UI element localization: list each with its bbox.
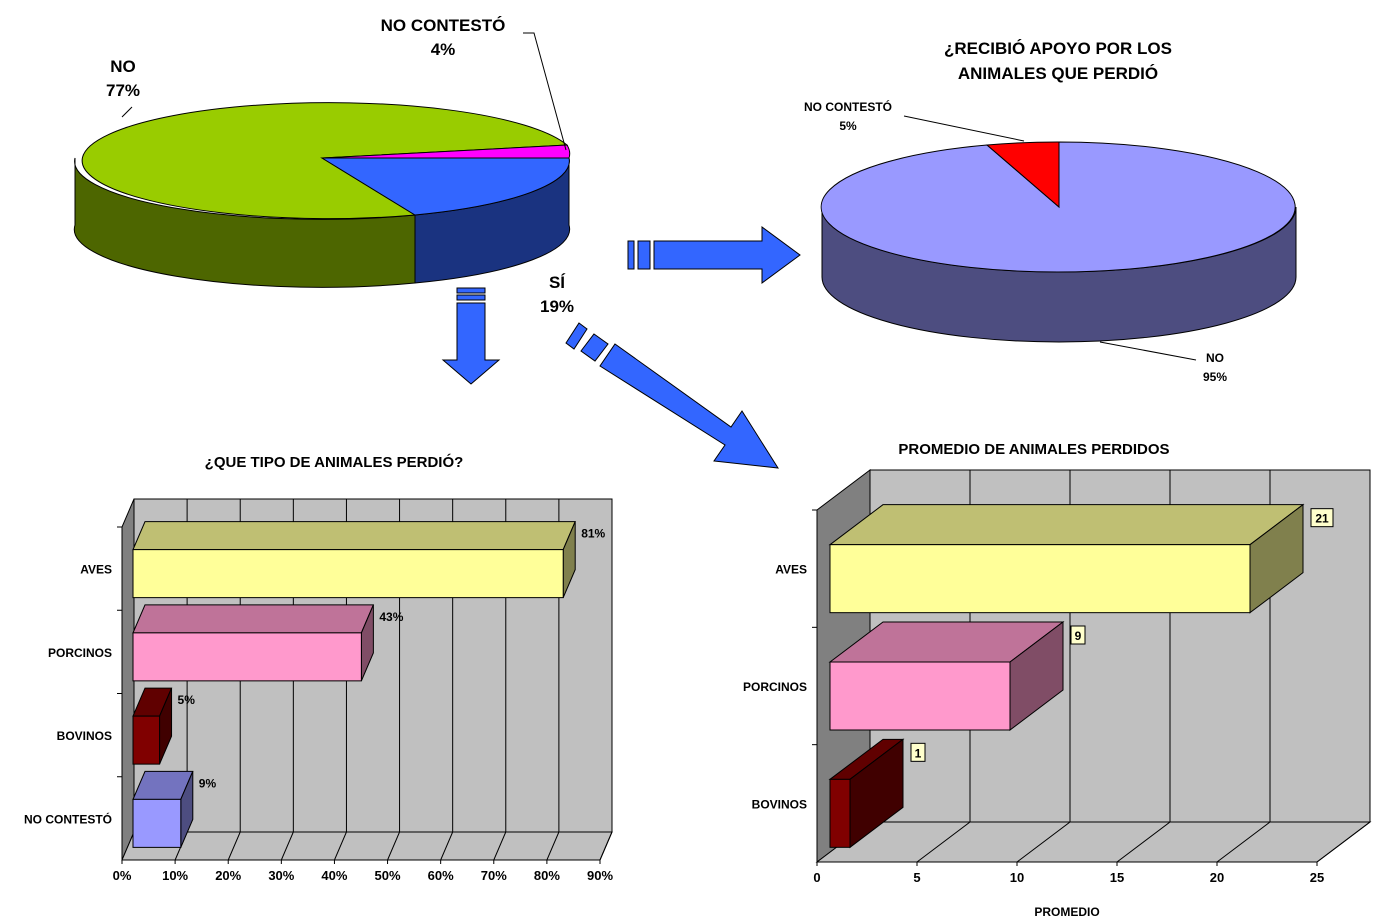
bar2-bar-front [829, 544, 1251, 614]
bar1-bar: 9% [132, 770, 217, 848]
leader-line-no-apoyo [1099, 341, 1197, 361]
bar1-value-label: 5% [178, 693, 196, 707]
bar1-y-axis: AVES PORCINOS BOVINOS NO CONTESTÓ [24, 526, 123, 860]
pie1-label-no-contesto: NO CONTESTÓ [381, 16, 506, 35]
bar2-bar-front [829, 778, 851, 848]
bar1-gridline [387, 499, 401, 861]
bar2-xlabel: PROMEDIO [1034, 905, 1099, 919]
bar-chart-tipo: ¿QUE TIPO DE ANIMALES PERDIÓ? 81% 43% 5% 9%… [24, 453, 613, 883]
bar1-bar-front [132, 715, 161, 765]
bar-chart-promedio: PROMEDIO DE ANIMALES PERDIDOS 21 9 1 0 5 10 1… [743, 441, 1372, 919]
bar1-x-tick-label: 40% [321, 868, 347, 883]
bar1-gridline [546, 499, 560, 861]
bar2-x-tick-label: 25 [1310, 870, 1324, 885]
leader-line-no-contesto [523, 32, 567, 151]
pie1-value-no: 77% [106, 81, 140, 100]
pie-chart-apoyo: ¿RECIBIÓ APOYO POR LOS ANIMALES QUE PERD… [804, 39, 1297, 384]
bar1-bar: 81% [132, 521, 606, 599]
bar2-bar-front [829, 661, 1011, 731]
bar1-x-tick-label: 50% [375, 868, 401, 883]
bar2-x-tick-label: 10 [1010, 870, 1024, 885]
flow-arrows [441, 226, 801, 469]
bar1-category-label: AVES [80, 563, 112, 577]
pie2-title-line1: ¿RECIBIÓ APOYO POR LOS [944, 39, 1172, 58]
bar2-value-label: 1 [915, 746, 922, 760]
bar2-value-label: 9 [1075, 629, 1082, 643]
bar1-bar-front [132, 798, 182, 848]
bar2-title: PROMEDIO DE ANIMALES PERDIDOS [898, 441, 1169, 458]
bar2-value-label-box [910, 742, 926, 762]
bar1-gridline [493, 499, 507, 861]
pie-slice-no-contesto-apoyo [985, 141, 1060, 209]
pie2-title-line2: ANIMALES QUE PERDIÓ [958, 64, 1158, 83]
bar1-x-axis: 0% 10% 20% 30% 40% 50% 60% 70% 80% 90% [113, 860, 613, 883]
bar1-bar: 43% [132, 604, 404, 682]
pie-chart-main: NO 77% NO CONTESTÓ 4% SÍ 19% [73, 16, 574, 316]
bar1-gridline [440, 499, 454, 861]
bar2-bar: 9 [828, 620, 1086, 732]
bar2-bars: 21 9 1 [828, 503, 1334, 849]
arrow-down [441, 287, 501, 385]
bar1-bar-front [132, 549, 564, 599]
pie1-label-no: NO [110, 57, 136, 76]
arrow-diagonal [565, 322, 779, 469]
bar1-bar-front [132, 632, 362, 682]
bar2-x-tick-label: 5 [913, 870, 920, 885]
bar2-value-label-box [1310, 508, 1334, 528]
bar2-category-label: BOVINOS [752, 797, 807, 811]
pie-slice-no [81, 102, 569, 220]
bar1-value-label: 81% [581, 527, 605, 541]
bar1-x-tick-label: 90% [587, 868, 613, 883]
bar1-x-tick-label: 0% [113, 868, 132, 883]
bar1-bar-top [132, 604, 375, 634]
bar1-bars: 81% 43% 5% 9% [132, 521, 606, 848]
pie1-label-si: SÍ [549, 273, 566, 292]
bar2-x-tick-label: 20 [1210, 870, 1224, 885]
bar1-x-tick-label: 20% [215, 868, 241, 883]
bar1-bar-top [132, 521, 576, 551]
bar1-value-label: 43% [379, 610, 403, 624]
pie2-value-no-contesto: 5% [839, 119, 857, 133]
bar1-category-label: BOVINOS [57, 729, 112, 743]
bar1-x-tick-label: 60% [428, 868, 454, 883]
bar1-gridline [599, 499, 613, 861]
pie-slice-no-contesto [321, 144, 571, 159]
bar2-value-label: 21 [1315, 512, 1329, 526]
bar2-category-label: PORCINOS [743, 680, 807, 694]
pie1-value-no-contesto: 4% [431, 40, 456, 59]
pie-slice-no-apoyo [820, 141, 1296, 273]
bar1-x-tick-label: 70% [481, 868, 507, 883]
bar2-value-label-box [1070, 625, 1086, 645]
bar1-side-wall [121, 498, 135, 861]
pie1-value-si: 19% [540, 297, 574, 316]
arrow-right [627, 226, 801, 284]
leader-line-no [121, 106, 133, 118]
bar2-x-tick-label: 0 [813, 870, 820, 885]
pie2-label-no-contesto: NO CONTESTÓ [804, 99, 892, 114]
bar1-x-tick-label: 30% [268, 868, 294, 883]
bar1-x-tick-label: 80% [534, 868, 560, 883]
bar2-x-tick-label: 15 [1110, 870, 1124, 885]
pie-slice-si [320, 157, 570, 216]
bar2-bar-top [828, 504, 1305, 546]
bar2-floor [815, 821, 1372, 863]
bar1-value-label: 9% [199, 776, 217, 790]
pie2-label-no: NO [1206, 351, 1224, 365]
bar2-bar: 21 [828, 503, 1334, 614]
bar1-title: ¿QUE TIPO DE ANIMALES PERDIÓ? [205, 453, 464, 471]
bar2-category-label: AVES [775, 563, 807, 577]
bar2-bar: 1 [828, 738, 926, 849]
bar1-category-label: PORCINOS [48, 646, 112, 660]
bar1-category-label: NO CONTESTÓ [24, 811, 112, 826]
pie2-value-no: 95% [1203, 370, 1227, 384]
bar2-y-axis: AVES PORCINOS BOVINOS [743, 509, 818, 862]
bar1-bar: 5% [132, 687, 196, 765]
bar1-floor [121, 831, 613, 861]
leader-line-no-contesto-apoyo [903, 115, 1025, 142]
bar1-x-tick-label: 10% [162, 868, 188, 883]
bar2-x-axis: 0 5 10 15 20 25 [813, 862, 1324, 885]
bar2-gridline [1316, 470, 1371, 863]
